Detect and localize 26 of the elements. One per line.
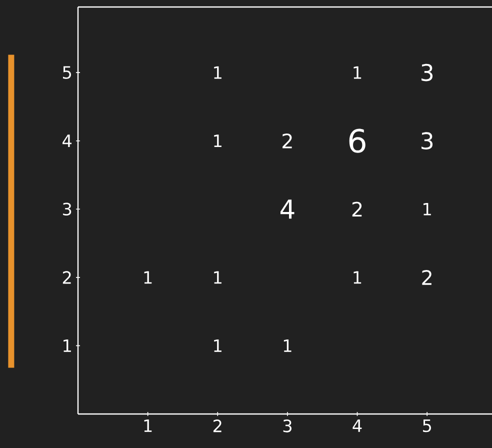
data-label: 1 <box>214 134 222 148</box>
x-tick-label: 5 <box>423 420 431 432</box>
x-tick-label: 2 <box>213 420 222 432</box>
data-label: 1 <box>214 271 222 284</box>
data-label: 2 <box>352 202 362 217</box>
data-label: 6 <box>349 128 366 153</box>
y-tick-label: 1 <box>64 340 71 352</box>
y-tick-label: 5 <box>63 66 71 79</box>
data-label: 3 <box>422 132 433 150</box>
y-tick-label: 4 <box>62 134 72 148</box>
data-label: 1 <box>354 271 362 284</box>
y-tick-label: 3 <box>63 202 72 216</box>
x-tick-label: 1 <box>144 420 152 432</box>
data-label: 1 <box>144 271 152 284</box>
x-tick-label: 4 <box>352 420 362 432</box>
data-label: 2 <box>422 270 432 285</box>
x-tick-label: 3 <box>283 420 292 432</box>
data-label: 1 <box>284 340 292 352</box>
data-label: 1 <box>214 66 222 79</box>
data-label: 1 <box>214 340 222 352</box>
data-label: 1 <box>424 202 431 216</box>
y-tick-label: 2 <box>62 271 71 284</box>
data-label: 1 <box>354 66 362 79</box>
data-label: 3 <box>422 64 433 82</box>
data-label: 2 <box>282 133 292 148</box>
data-label: 4 <box>280 200 294 219</box>
